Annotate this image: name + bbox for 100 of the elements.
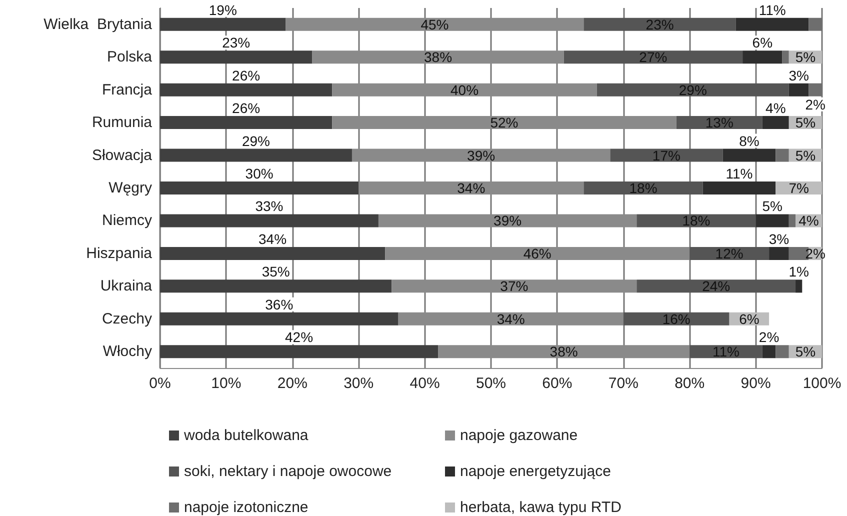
bar: [160, 116, 332, 130]
data-label: 6%: [752, 34, 773, 51]
data-label: 36%: [265, 296, 294, 312]
legend-label: soki, nektary i napoje owocowe: [184, 463, 392, 480]
bar: [596, 83, 789, 96]
bar: [584, 18, 736, 31]
data-label: 7%: [788, 180, 809, 196]
data-label: 24%: [702, 278, 730, 294]
y-tick-label: Rumunia: [92, 114, 153, 132]
bar: [756, 214, 789, 228]
bar: [312, 50, 564, 64]
data-label: 52%: [490, 114, 518, 131]
data-label: 5%: [795, 344, 816, 360]
data-label: 2%: [805, 96, 826, 112]
y-tick-label: Wielka Brytania: [44, 16, 153, 33]
data-label: 29%: [678, 82, 707, 98]
data-label: 1%: [788, 264, 809, 280]
bar: [796, 280, 802, 293]
y-tick-label: Niemcy: [102, 212, 152, 230]
data-label: 29%: [242, 132, 270, 149]
y-tick-label: Francja: [102, 81, 153, 98]
data-label: 46%: [523, 245, 552, 262]
data-label: 5%: [795, 114, 816, 131]
bar: [564, 50, 743, 64]
data-label: 37%: [500, 278, 528, 294]
bar: [782, 50, 789, 64]
y-tick-label: Słowacja: [92, 146, 153, 164]
y-tick-label: Czechy: [102, 310, 152, 328]
data-label: 23%: [222, 34, 250, 51]
bar: [160, 50, 312, 64]
bar: [160, 345, 438, 358]
bar: [392, 280, 637, 293]
bar: [776, 148, 789, 162]
x-tick-label: 0%: [149, 375, 171, 392]
data-label: 39%: [494, 212, 522, 229]
data-label: 5%: [795, 49, 816, 66]
bar: [385, 246, 690, 260]
data-label: 11%: [712, 344, 740, 360]
data-label: 23%: [646, 16, 674, 32]
data-label: 45%: [420, 16, 449, 32]
data-label: 8%: [739, 132, 760, 149]
y-tick-label: Hiszpania: [86, 244, 153, 262]
data-label: 33%: [255, 198, 284, 214]
data-label: 26%: [232, 100, 260, 116]
data-label: 34%: [457, 180, 486, 196]
data-label: 39%: [467, 147, 496, 164]
legend-label: woda butelkowana: [183, 427, 309, 444]
bar: [160, 246, 386, 260]
legend-label: napoje gazowane: [460, 427, 578, 444]
bar: [702, 182, 776, 194]
x-tick-label: 40%: [410, 375, 440, 392]
data-label: 11%: [726, 166, 753, 182]
y-tick-label: Węgry: [108, 180, 152, 196]
bar: [742, 50, 782, 64]
x-tick-label: 70%: [608, 375, 638, 392]
data-label: 4%: [798, 212, 819, 229]
bar: [378, 214, 637, 228]
data-label: 18%: [629, 180, 658, 196]
bar: [286, 18, 584, 31]
data-label: 18%: [682, 212, 710, 229]
x-tick-label: 80%: [674, 375, 705, 392]
x-tick-label: 90%: [740, 375, 771, 392]
bar: [776, 345, 789, 358]
data-label: 35%: [262, 264, 290, 280]
bar: [438, 345, 690, 358]
bar: [352, 148, 610, 162]
data-label: 17%: [652, 147, 680, 164]
bar: [722, 148, 776, 162]
x-tick-label: 50%: [476, 375, 506, 392]
bar: [788, 214, 796, 228]
x-tick-label: 60%: [542, 375, 572, 392]
data-label: 38%: [424, 49, 452, 66]
bar: [160, 214, 378, 228]
x-tick-label: 100%: [802, 375, 842, 392]
data-label: 13%: [705, 114, 734, 131]
bar: [762, 116, 789, 130]
bar: [160, 280, 392, 293]
data-label: 3%: [788, 67, 809, 84]
bar: [636, 280, 796, 293]
data-label: 30%: [245, 166, 274, 182]
y-tick-label: Włochy: [102, 343, 152, 360]
data-label: 5%: [795, 147, 816, 164]
bar: [636, 214, 756, 228]
x-tick-label: 30%: [344, 375, 374, 392]
y-tick-label: Ukraina: [100, 278, 153, 295]
legend-label: napoje energetyzujące: [460, 463, 611, 480]
bar: [160, 148, 352, 162]
bar: [788, 83, 809, 96]
bar: [332, 83, 597, 96]
data-label: 6%: [739, 310, 760, 327]
data-label: 5%: [762, 198, 782, 214]
data-label: 12%: [715, 245, 744, 262]
data-label: 26%: [232, 67, 260, 84]
x-tick-label: 10%: [211, 375, 242, 392]
data-label: 40%: [450, 82, 479, 98]
data-label: 38%: [550, 344, 578, 360]
bar: [398, 312, 624, 326]
data-label: 16%: [662, 310, 690, 327]
bar: [358, 182, 584, 194]
bar: [160, 18, 286, 31]
